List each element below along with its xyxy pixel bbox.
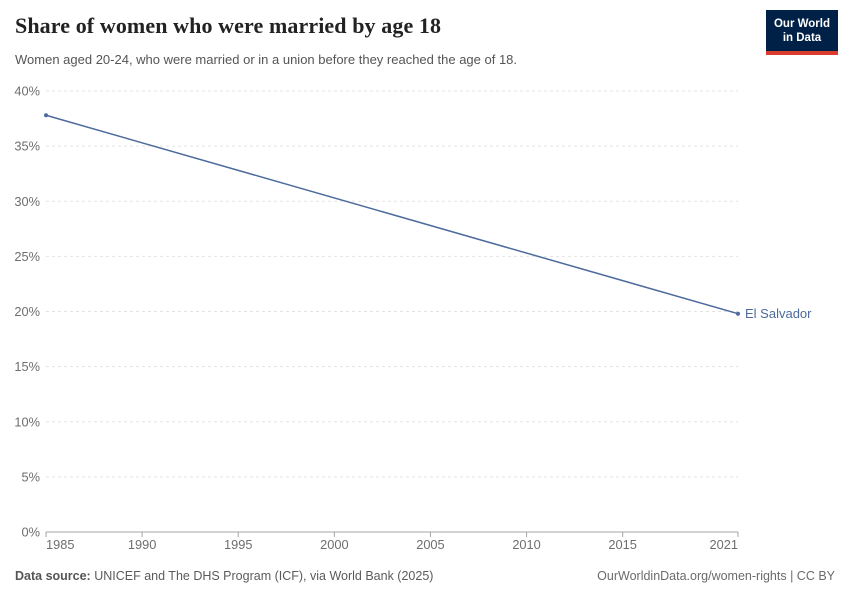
y-axis-tick-label: 5% <box>22 469 41 484</box>
x-axis-tick-label: 2005 <box>416 537 444 552</box>
chart-title: Share of women who were married by age 1… <box>15 13 442 38</box>
data-source-label: Data source: <box>15 569 91 583</box>
owid-url-link[interactable]: OurWorldinData.org/women-rights | CC BY <box>597 569 835 583</box>
y-axis-tick-label: 40% <box>14 84 40 99</box>
x-axis-tick-label: 1985 <box>46 537 74 552</box>
y-axis-tick-label: 10% <box>14 414 40 429</box>
x-axis-tick-label: 2000 <box>320 537 348 552</box>
y-axis-tick-label: 20% <box>14 304 40 319</box>
series-line[interactable] <box>45 114 739 315</box>
x-axis-tick-label: 2010 <box>512 537 540 552</box>
x-axis-tick-label: 2021 <box>710 537 738 552</box>
x-axis-tick-label: 1990 <box>128 537 156 552</box>
y-axis-tick-label: 15% <box>14 359 40 374</box>
series-entity-label: El Salvador <box>745 306 812 321</box>
y-axis-tick-label: 35% <box>14 139 40 154</box>
data-point-marker <box>736 311 740 316</box>
chart-subtitle: Women aged 20-24, who were married or in… <box>15 52 518 67</box>
data-source-text: UNICEF and The DHS Program (ICF), via Wo… <box>90 569 434 583</box>
owid-logo-line1: Our World <box>773 18 830 30</box>
data-source-note: Data source: UNICEF and The DHS Program … <box>15 569 433 583</box>
y-axis-tick-label: 30% <box>14 194 40 209</box>
data-point-marker <box>44 113 48 118</box>
y-axis-tick-label: 0% <box>22 525 41 540</box>
owid-logo: Our World in Data <box>766 10 838 55</box>
x-axis-tick-label: 1995 <box>224 537 252 552</box>
y-axis-tick-label: 25% <box>14 249 40 264</box>
owid-logo-line2: in Data <box>782 32 822 44</box>
x-axis-tick-label: 2015 <box>608 537 636 552</box>
